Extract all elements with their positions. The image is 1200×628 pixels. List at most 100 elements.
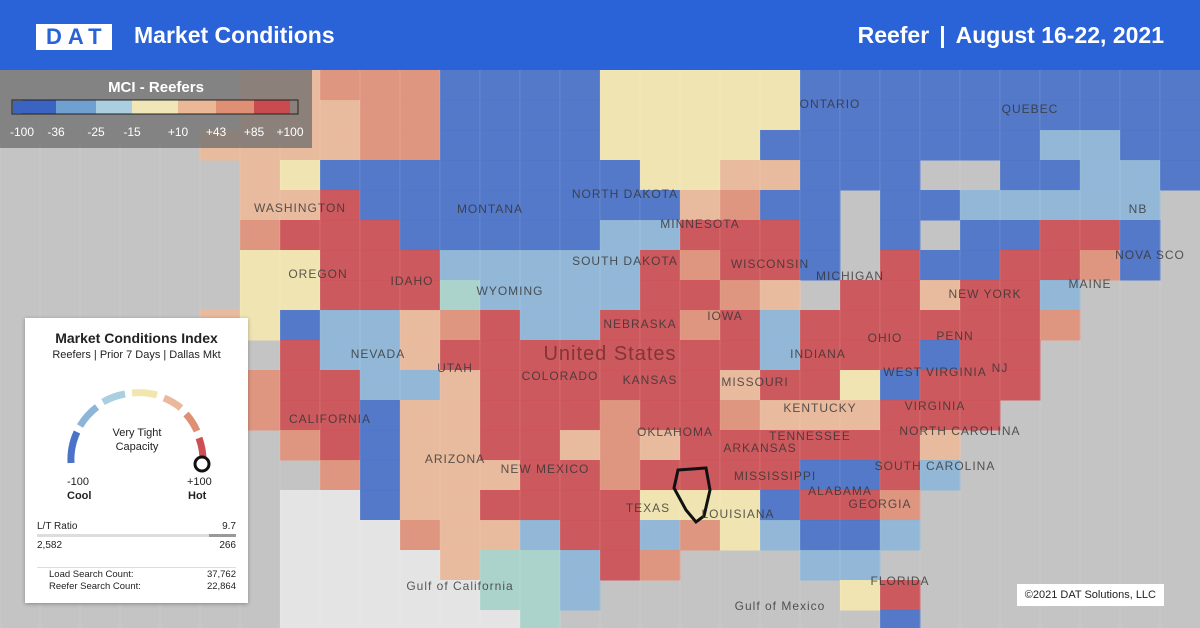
map-region — [320, 130, 361, 161]
map-region — [1120, 190, 1161, 221]
map-label: NJ — [992, 361, 1009, 375]
map-region — [320, 430, 361, 461]
map-region — [1040, 250, 1081, 281]
map-region — [400, 550, 441, 581]
map-region — [1000, 280, 1041, 311]
map-region — [840, 100, 881, 131]
map-region — [600, 100, 641, 131]
map-region — [400, 400, 441, 431]
map-region — [1040, 100, 1081, 131]
map-region — [800, 190, 841, 221]
map-label: MISSOURI — [721, 375, 788, 389]
map-region — [800, 100, 841, 131]
map-region — [960, 220, 1001, 251]
map-region — [520, 370, 561, 401]
map-region — [280, 550, 321, 581]
map-region — [320, 400, 361, 431]
map-region — [320, 460, 361, 491]
map-region — [480, 280, 521, 311]
map-region — [360, 400, 401, 431]
gauge — [67, 389, 211, 473]
map-region — [640, 520, 681, 551]
legend-swatch — [178, 100, 216, 114]
map-region — [680, 250, 721, 281]
loads: 2,582 — [37, 540, 63, 551]
map-region — [760, 280, 801, 311]
map-region — [720, 430, 761, 461]
map-region — [960, 70, 1001, 101]
map-region — [560, 490, 601, 521]
map-region — [520, 130, 561, 161]
map-region — [960, 310, 1001, 341]
map-region — [1120, 160, 1161, 191]
map-region — [880, 340, 921, 371]
map-region — [640, 100, 681, 131]
map-label: NEVADA — [351, 347, 405, 361]
map-region — [840, 460, 881, 491]
map-region — [520, 100, 561, 131]
map-region — [560, 70, 601, 101]
map-region — [760, 160, 801, 191]
map-region — [680, 430, 721, 461]
map-label: GEORGIA — [848, 497, 911, 511]
map-region — [1040, 160, 1081, 191]
map-region — [1000, 100, 1041, 131]
map-region — [720, 520, 761, 551]
map-region — [1040, 130, 1081, 161]
map-region — [320, 250, 361, 281]
map-region — [440, 520, 481, 551]
map-region — [800, 310, 841, 341]
map-region — [760, 340, 801, 371]
map-region — [720, 70, 761, 101]
map-region — [920, 460, 961, 491]
map-region — [920, 130, 961, 161]
map-label: FLORIDA — [870, 574, 929, 588]
map-region — [1160, 100, 1200, 131]
map-region — [360, 550, 401, 581]
legend-tick: -15 — [123, 125, 141, 139]
map-region — [640, 550, 681, 581]
map-region — [600, 160, 641, 191]
map-region — [400, 460, 441, 491]
map-region — [1080, 220, 1121, 251]
map-label: KENTUCKY — [783, 401, 856, 415]
map-region — [840, 280, 881, 311]
map-region — [400, 310, 441, 341]
card-title: Market Conditions Index — [55, 330, 218, 346]
map-region — [600, 370, 641, 401]
map-region — [400, 130, 441, 161]
map-region — [320, 160, 361, 191]
map-region — [600, 430, 641, 461]
map-region — [480, 580, 521, 611]
map-region — [440, 370, 481, 401]
map-region — [560, 190, 601, 221]
map-region — [360, 130, 401, 161]
map-region — [720, 100, 761, 131]
map-region — [600, 250, 641, 281]
count-label: Load Search Count: — [49, 569, 134, 580]
map-region — [400, 220, 441, 251]
map-region — [840, 340, 881, 371]
map-region — [680, 220, 721, 251]
map-region — [720, 370, 761, 401]
map-region — [520, 460, 561, 491]
map-region — [280, 610, 321, 628]
min-label: Cool — [67, 490, 92, 502]
map-region — [600, 340, 641, 371]
map-region — [800, 490, 841, 521]
map-region — [560, 580, 601, 611]
map-region — [680, 100, 721, 131]
map-region — [640, 160, 681, 191]
map-region — [400, 280, 441, 311]
map-region — [640, 70, 681, 101]
legend-tick: +100 — [276, 125, 303, 139]
map-region — [480, 520, 521, 551]
trucks: 266 — [219, 540, 236, 551]
map-region — [640, 370, 681, 401]
legend: MCI - Reefers -100 -36 -25 -15 +10 +43 +85 +100 — [0, 70, 312, 148]
map-region — [520, 550, 561, 581]
map-region — [480, 160, 521, 191]
map-region — [1080, 190, 1121, 221]
map-region — [400, 520, 441, 551]
map-region — [360, 220, 401, 251]
